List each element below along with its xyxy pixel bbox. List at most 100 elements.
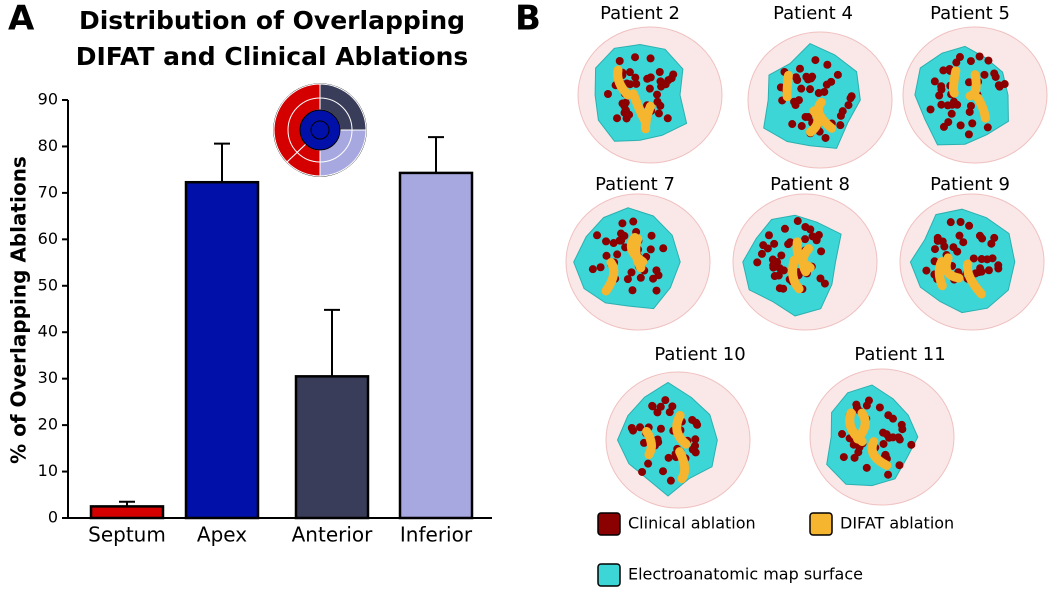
clinical-dot: [636, 273, 645, 282]
clinical-dot: [944, 118, 953, 127]
clinical-dot: [625, 68, 634, 77]
heart-render: [732, 193, 878, 331]
clinical-dot: [629, 217, 638, 226]
clinical-dot: [975, 52, 984, 61]
clinical-dot: [959, 238, 968, 247]
clinical-dot: [646, 245, 655, 254]
clinical-dot: [666, 476, 675, 485]
clinical-dot: [956, 218, 965, 227]
legend-swatch: [597, 563, 621, 587]
clinical-dot: [817, 247, 826, 256]
clinical-dot: [955, 231, 964, 240]
clinical-dot: [854, 448, 863, 457]
clinical-dot: [964, 78, 973, 87]
difat-path: [853, 408, 870, 444]
patient-label: Patient 9: [930, 174, 1010, 195]
clinical-dot: [844, 101, 853, 110]
y-tick-label: 0: [48, 508, 58, 527]
clinical-dot: [811, 56, 820, 65]
clinical-dot: [949, 243, 958, 252]
clinical-dot: [664, 453, 673, 462]
clinical-dot: [793, 217, 802, 226]
clinical-dot: [656, 101, 665, 110]
clinical-dot: [836, 111, 845, 120]
y-tick-label: 70: [38, 182, 58, 201]
clinical-dot: [795, 64, 804, 73]
clinical-dot: [968, 119, 977, 128]
patient-label: Patient 4: [773, 3, 853, 24]
clinical-dot: [850, 453, 859, 462]
clinical-dot: [947, 109, 956, 118]
clinical-dot: [665, 408, 674, 417]
clinical-dot: [801, 112, 810, 121]
difat-path: [941, 253, 964, 283]
y-tick-label: 40: [38, 322, 58, 341]
clinical-dot: [753, 258, 762, 267]
clinical-dot: [632, 79, 641, 88]
clinical-dot: [657, 82, 666, 91]
bar: [398, 171, 474, 520]
x-tick-label: Inferior: [400, 523, 473, 547]
clinical-dot: [654, 438, 663, 447]
difat-path: [934, 257, 947, 291]
clinical-dot: [966, 57, 975, 66]
clinical-dot: [636, 423, 645, 432]
clinical-dot: [836, 121, 845, 130]
clinical-dot: [631, 53, 640, 62]
clinical-dot: [628, 286, 637, 295]
error-bar: [214, 142, 230, 183]
clinical-dot: [647, 231, 656, 240]
clinical-dot: [786, 238, 795, 247]
clinical-dot: [644, 459, 653, 468]
clinical-dot: [898, 425, 907, 434]
clinical-dot: [827, 77, 836, 86]
panel-label: A: [8, 0, 35, 39]
clinical-dot: [894, 433, 903, 442]
y-axis-label: % of Overlapping Ablations: [7, 156, 31, 464]
clinical-dot: [984, 266, 993, 275]
y-tick-label: 60: [38, 229, 58, 248]
clinical-dot: [895, 461, 904, 470]
clinical-dot: [946, 218, 955, 227]
patient-label: Patient 8: [770, 174, 850, 195]
difat-path: [642, 426, 656, 460]
bullseye-inset: [273, 83, 367, 177]
clinical-dot: [864, 396, 873, 405]
clinical-dot: [983, 123, 992, 132]
heart-render: [902, 26, 1048, 164]
clinical-dot: [940, 242, 949, 251]
clinical-dot: [823, 60, 832, 69]
clinical-dot: [618, 219, 627, 228]
difat-path: [782, 70, 793, 102]
clinical-dot: [948, 100, 957, 109]
heart-render: [577, 26, 723, 164]
clinical-dot: [659, 467, 668, 476]
clinical-dot: [852, 400, 861, 409]
clinical-dot: [791, 101, 800, 110]
legend-swatch: [809, 512, 833, 536]
clinical-dot: [930, 77, 939, 86]
clinical-dot: [616, 229, 625, 238]
clinical-dot: [926, 105, 935, 114]
clinical-dot: [980, 70, 989, 79]
legend-label: Clinical ablation: [628, 514, 756, 533]
clinical-dot: [596, 263, 605, 272]
bar: [184, 180, 260, 520]
clinical-dot: [821, 133, 830, 142]
clinical-dot: [806, 85, 815, 94]
difat-path: [675, 447, 690, 484]
difat-path: [948, 66, 961, 98]
clinical-dot: [793, 75, 802, 84]
heart-render: [899, 193, 1045, 331]
clinical-dot: [654, 271, 663, 280]
difat-path: [867, 437, 892, 470]
clinical-dot: [688, 415, 697, 424]
chart-title: DIFAT and Clinical Ablations: [76, 42, 469, 71]
clinical-dot: [663, 114, 672, 123]
clinical-dot: [801, 222, 810, 231]
clinical-dot: [984, 56, 993, 65]
bar: [89, 505, 165, 520]
clinical-dot: [952, 58, 961, 67]
clinical-dot: [648, 401, 657, 410]
